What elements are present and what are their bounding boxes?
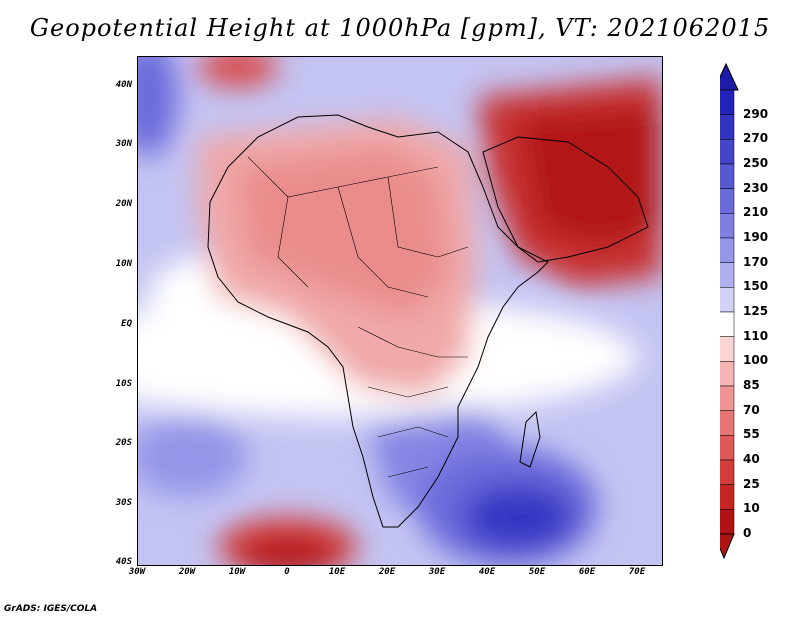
colorbar-swatch (720, 89, 735, 115)
lon-label: 30E (428, 567, 446, 577)
height-field (138, 57, 662, 565)
colorbar-label: 190 (743, 230, 769, 244)
colorbar-swatch (720, 139, 735, 165)
colorbar-label: 10 (743, 501, 760, 516)
colorbar-swatch (720, 484, 735, 510)
colorbar-label: 250 (743, 156, 769, 170)
colorbar-label: 85 (743, 378, 760, 392)
colorbar-label: 270 (743, 131, 769, 146)
lat-label: EQ (121, 319, 132, 329)
colorbar-swatch (720, 385, 735, 411)
lon-label: 0 (284, 567, 290, 577)
colorbar-label: 290 (743, 106, 769, 121)
lon-label: 30W (128, 567, 146, 577)
colorbar-swatch (720, 114, 735, 140)
colorbar-swatch (720, 410, 735, 436)
colorbar-label: 170 (743, 254, 769, 269)
credit-text: GrADS: IGES/COLA (4, 604, 98, 614)
colorbar-top-arrow (720, 62, 739, 91)
lat-label: 20S (115, 438, 132, 448)
madagascar-outline (519, 410, 541, 468)
colorbar-label: 25 (743, 476, 760, 491)
colorbar-swatch (720, 188, 735, 214)
colorbar-swatch (720, 459, 735, 485)
colorbar-swatch (720, 361, 735, 387)
colorbar (720, 62, 739, 560)
lon-label: 20W (178, 567, 196, 577)
lon-label: 20E (378, 567, 396, 577)
colorbar-swatch (720, 287, 735, 313)
coastline (207, 114, 549, 528)
colorbar-bottom-arrow (720, 533, 735, 560)
lon-label: 10W (228, 567, 246, 577)
lon-label: 40E (478, 567, 496, 577)
colorbar-swatch (720, 213, 735, 239)
country-borders (247, 156, 469, 478)
colorbar-label: 230 (743, 180, 769, 195)
colorbar-swatch (720, 311, 735, 337)
height-field-map (138, 57, 662, 565)
colorbar-swatch (720, 509, 735, 535)
colorbar-label: 150 (743, 279, 769, 294)
lat-label: 40N (115, 80, 132, 90)
lon-label: 70E (628, 567, 646, 577)
colorbar-swatch (720, 163, 735, 189)
lat-label: 10N (115, 259, 132, 269)
lon-label: 50E (528, 567, 546, 577)
colorbar-swatches (720, 89, 735, 535)
colorbar-swatch (720, 435, 735, 461)
lon-label: 10E (328, 567, 346, 577)
colorbar-label: 210 (743, 205, 769, 220)
colorbar-swatch (720, 336, 735, 362)
colorbar-swatch (720, 262, 735, 288)
lat-label: 20N (115, 199, 132, 209)
colorbar-label: 110 (743, 328, 769, 343)
lat-label: 30S (115, 498, 132, 508)
colorbar-label: 100 (743, 353, 769, 368)
colorbar-swatch (720, 237, 735, 263)
lat-label: 40S (115, 557, 132, 567)
colorbar-label: 125 (743, 304, 769, 318)
lat-label: 30N (115, 139, 132, 149)
lat-label: 10S (115, 379, 132, 389)
colorbar-label: 0 (743, 526, 752, 540)
lon-label: 60E (578, 567, 596, 577)
map-title: Geopotential Height at 1000hPa [gpm], VT… (29, 14, 771, 42)
colorbar-label: 55 (743, 427, 760, 442)
map-panel[interactable] (137, 56, 663, 566)
colorbar-label: 40 (743, 452, 760, 466)
arabia-outline (482, 136, 649, 263)
colorbar-label: 70 (743, 402, 760, 417)
